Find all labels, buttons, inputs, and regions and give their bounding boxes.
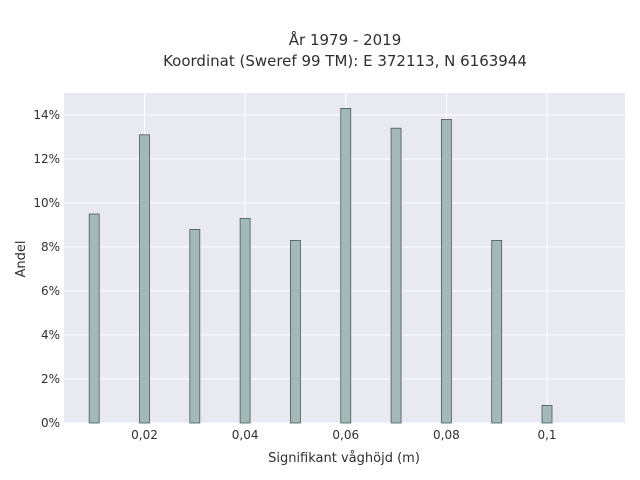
x-tick-label: 0,04: [232, 428, 259, 442]
x-axis-label: Signifikant våghöjd (m): [268, 451, 420, 466]
x-tick-label: 0,06: [332, 428, 359, 442]
y-tick-label: 4%: [41, 328, 60, 342]
chart-title-line1: År 1979 - 2019: [289, 30, 402, 49]
bar: [139, 134, 150, 424]
y-tick-label: 0%: [41, 416, 60, 430]
y-tick-label: 2%: [41, 372, 60, 386]
y-axis-label: Andel: [14, 241, 29, 278]
x-tick-label: 0,1: [537, 428, 556, 442]
y-tick-label: 14%: [33, 108, 60, 122]
x-axis-ticks: 0,02 0,04 0,06 0,08 0,1: [131, 428, 556, 442]
bar: [290, 239, 301, 424]
bars: [88, 108, 553, 424]
chart-title-line2: Koordinat (Sweref 99 TM): E 372113, N 61…: [163, 52, 527, 70]
bar: [491, 239, 503, 424]
bar: [239, 217, 251, 424]
y-tick-label: 10%: [33, 196, 60, 210]
bar: [189, 228, 201, 424]
bar: [390, 127, 402, 424]
y-axis-ticks: 0% 2% 4% 6% 8% 10% 12% 14%: [33, 108, 60, 430]
y-tick-label: 12%: [33, 152, 60, 166]
bar: [88, 213, 100, 424]
bar: [440, 119, 452, 424]
bar: [340, 108, 352, 424]
y-tick-label: 8%: [41, 240, 60, 254]
x-tick-label: 0,02: [131, 428, 158, 442]
y-tick-label: 6%: [41, 284, 60, 298]
x-tick-label: 0,08: [433, 428, 460, 442]
bar: [541, 404, 553, 424]
